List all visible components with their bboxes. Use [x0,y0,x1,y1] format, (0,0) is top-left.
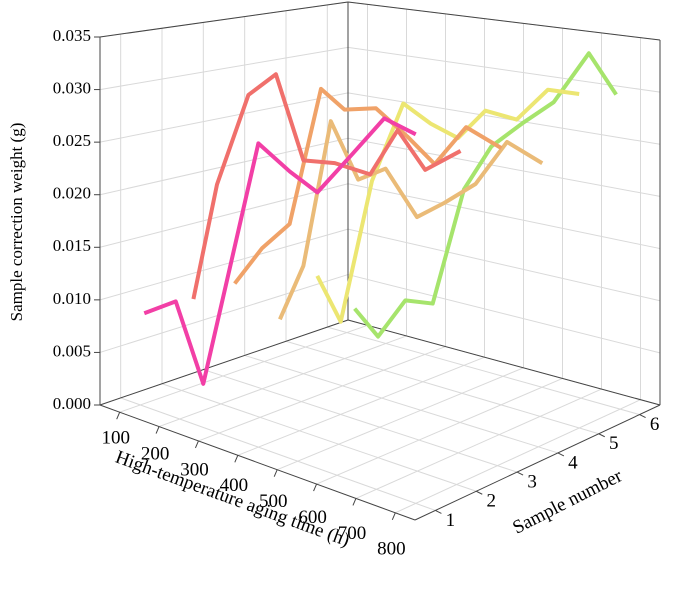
y-tick-label: 0.005 [53,341,91,360]
z-tick-label: 5 [609,433,619,454]
wall-grid-line [99,92,349,143]
axis-edge [414,404,661,521]
z-tick [516,471,524,476]
x-tick-label: 600 [298,507,327,528]
y-tick-label: 0.025 [53,131,91,150]
x-tick [313,483,318,492]
series-line [233,86,503,285]
floor-grid-line [244,354,559,454]
x-tick-label: 100 [101,428,130,449]
y-tick-label: 0.030 [53,78,91,97]
wall-grid-line [347,46,661,93]
floor-grid-line [237,356,485,456]
floor-grid-line [355,388,602,499]
z-tick [435,509,442,514]
x-tick [352,498,357,506]
axis-edge [347,319,661,406]
y-axis-title: Sample correction weight (g) [7,123,26,322]
wall-grid-line [99,46,349,91]
axis-edge [347,1,661,41]
series-line [353,51,618,339]
wall-grid-line [347,228,661,302]
x-tick [273,469,278,477]
wall-grid-line [99,183,349,248]
z-tick-label: 6 [650,414,660,435]
x-tick-label: 800 [377,539,406,560]
x-tick [234,455,239,463]
axis-edge [99,404,416,521]
floor-grid-line [285,340,599,435]
z-tick-label: 4 [568,452,578,473]
z-tick-label: 2 [487,491,497,512]
x-tick-label: 500 [259,491,288,512]
z-tick-label: 1 [446,510,456,531]
y-tick-label: 0.010 [53,289,91,308]
x-tick-label: 700 [338,523,367,544]
floor-grid-line [198,346,446,442]
axis-edge [99,319,349,406]
z-tick [639,414,646,419]
x-tick [194,440,199,449]
wall-grid-line [347,274,661,354]
wall-grid-line [99,274,349,353]
z-tick [598,433,605,438]
wall-grid-line [347,137,661,197]
floor-grid-line [395,399,641,514]
z-tick [476,490,483,495]
wall-grid-line [347,92,661,145]
x-tick [155,426,160,434]
floor-grid-line [158,335,407,428]
y-tick-label: 0.015 [53,236,91,255]
y-tick-label: 0.020 [53,184,91,203]
z-tick-label: 3 [527,471,537,492]
floor-grid-line [120,397,436,511]
axis-edge [99,1,349,38]
floor-grid-line [203,369,518,473]
series-line [143,116,417,386]
floor-grid-line [327,326,640,416]
floor-grid-line [119,324,368,413]
floor-grid-line [276,367,524,471]
x-tick [116,411,121,420]
x-tick [391,512,396,521]
z-tick [557,452,565,457]
y-tick-label: 0.035 [53,26,91,45]
x-tick-label: 300 [180,459,209,480]
wall-grid-line [347,183,661,250]
floor-grid-line [161,383,477,492]
x-tick-label: 200 [141,443,170,464]
series-line [191,72,462,300]
y-tick-label: 0.000 [53,394,91,413]
floor-grid-line [316,377,563,485]
x-tick-label: 400 [220,475,249,496]
series-line [315,87,580,324]
